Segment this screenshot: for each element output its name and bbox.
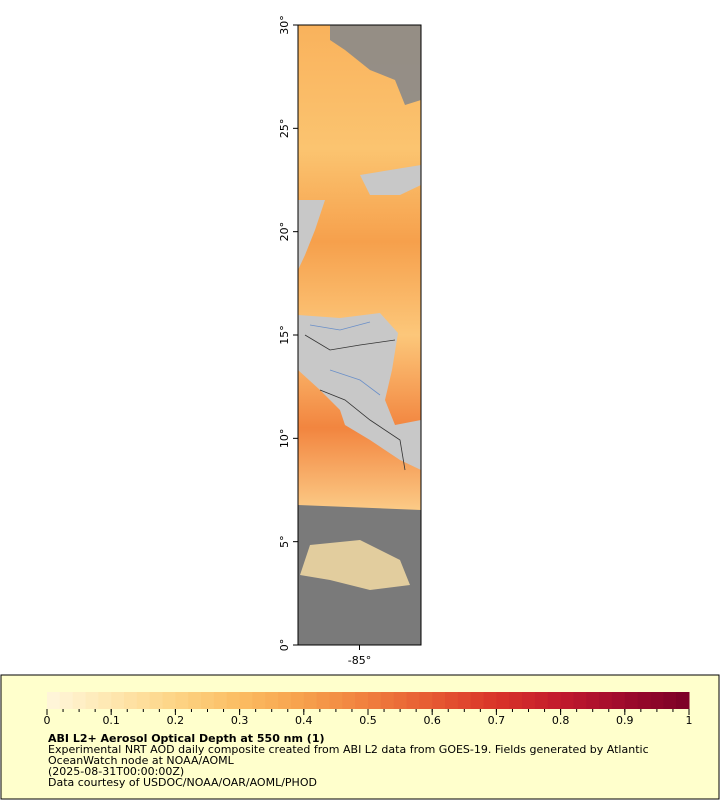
river: [309, 321, 381, 396]
colorbar-cell: [124, 692, 138, 709]
colorbar-cell: [175, 692, 189, 709]
colorbar-cell: [136, 692, 151, 709]
colorbar-tick-label: 0.7: [488, 714, 506, 727]
land: [360, 165, 421, 195]
colorbar-tick-label: 0.9: [616, 714, 634, 727]
colorbar-cell: [432, 692, 446, 709]
colorbar-cell: [278, 692, 292, 709]
colorbar-tick-label: 0.3: [231, 714, 249, 727]
colorbar-cell: [586, 692, 600, 709]
colorbar-cell: [188, 692, 202, 709]
colorbar-cell: [201, 692, 215, 709]
colorbar-cell: [342, 692, 356, 709]
lat-tick-label: 15°: [278, 325, 291, 345]
lat-tick-label: 5°: [278, 535, 291, 548]
colorbar-cell: [213, 692, 228, 709]
colorbar-tick-label: 0.2: [167, 714, 185, 727]
legend-credit: Data courtesy of USDOC/NOAA/OAR/AOML/PHO…: [48, 776, 317, 789]
colorbar-cell: [483, 692, 497, 709]
land: [298, 200, 325, 270]
lat-tick-label: 25°: [278, 119, 291, 139]
colorbar-cell: [406, 692, 420, 709]
legend-title: ABI L2+ Aerosol Optical Depth at 550 nm …: [48, 732, 325, 745]
colorbar-cell: [303, 692, 318, 709]
colorbar-cell: [611, 692, 626, 709]
colorbar-tick-label: 0.5: [359, 714, 377, 727]
colorbar-cell: [72, 692, 87, 709]
axes: 0° 5° 10° 15° 20° 25° 30° -85°: [278, 15, 371, 667]
colorbar-cell: [380, 692, 395, 709]
colorbar-cell: [573, 692, 587, 709]
colorbar-cell: [534, 692, 549, 709]
colorbar-tick-label: 0.1: [102, 714, 120, 727]
colorbar-cell: [368, 692, 382, 709]
legend-description: Experimental NRT AOD daily composite cre…: [48, 743, 649, 756]
colorbar-cell: [239, 692, 253, 709]
border: [304, 334, 406, 471]
colorbar-tick-label: 1: [686, 714, 693, 727]
colorbar-cell: [111, 692, 125, 709]
lat-tick-label: 10°: [278, 429, 291, 449]
lat-tick-label: 0°: [278, 639, 291, 652]
colorbar-cell: [265, 692, 279, 709]
land: [298, 313, 421, 470]
colorbar-cell: [316, 692, 330, 709]
colorbar-cell: [162, 692, 176, 709]
legend-date: (2025-08-31T00:00:00Z): [48, 765, 184, 778]
colorbar-tick-label: 0.6: [423, 714, 441, 727]
colorbar-cell: [599, 692, 613, 709]
colorbar-cell: [355, 692, 369, 709]
aod-patch: [300, 540, 410, 590]
colorbar-cell: [624, 692, 639, 709]
colorbar-tick-label: 0.8: [552, 714, 570, 727]
colorbar-cell: [560, 692, 574, 709]
colorbar-cell: [496, 692, 510, 709]
colorbar-cell: [329, 692, 343, 709]
colorbar-cell: [226, 692, 241, 709]
colorbar-tick-label: 0: [44, 714, 51, 727]
colorbar-cell: [445, 692, 459, 709]
colorbar-cell: [547, 692, 562, 709]
lat-tick-label: 20°: [278, 222, 291, 242]
map: [297, 24, 422, 646]
colorbar-cell: [59, 692, 74, 709]
colorbar-cell: [393, 692, 408, 709]
colorbar-tick-label: 0.4: [295, 714, 313, 727]
colorbar-cell: [47, 692, 61, 709]
colorbar-cell: [149, 692, 164, 709]
lat-tick-label: 30°: [278, 15, 291, 35]
colorbar-cell: [457, 692, 472, 709]
colorbar: 0 0.1 0.2 0.3 0.4 0.5 0.6 0.7 0.8 0.9 1: [44, 692, 693, 727]
legend-description: OceanWatch node at NOAA/AOML: [48, 754, 235, 767]
colorbar-cell: [470, 692, 485, 709]
land-nodata: [330, 25, 421, 105]
colorbar-cell: [85, 692, 99, 709]
colorbar-cell: [509, 692, 523, 709]
colorbar-cell: [650, 692, 664, 709]
colorbar-cell: [419, 692, 433, 709]
colorbar-cell: [98, 692, 112, 709]
colorbar-cell: [290, 692, 305, 709]
colorbar-cell: [676, 692, 690, 709]
lon-tick-label: -85°: [348, 654, 371, 667]
colorbar-cell: [522, 692, 536, 709]
colorbar-cell: [663, 692, 677, 709]
colorbar-cell: [637, 692, 651, 709]
colorbar-cell: [252, 692, 266, 709]
